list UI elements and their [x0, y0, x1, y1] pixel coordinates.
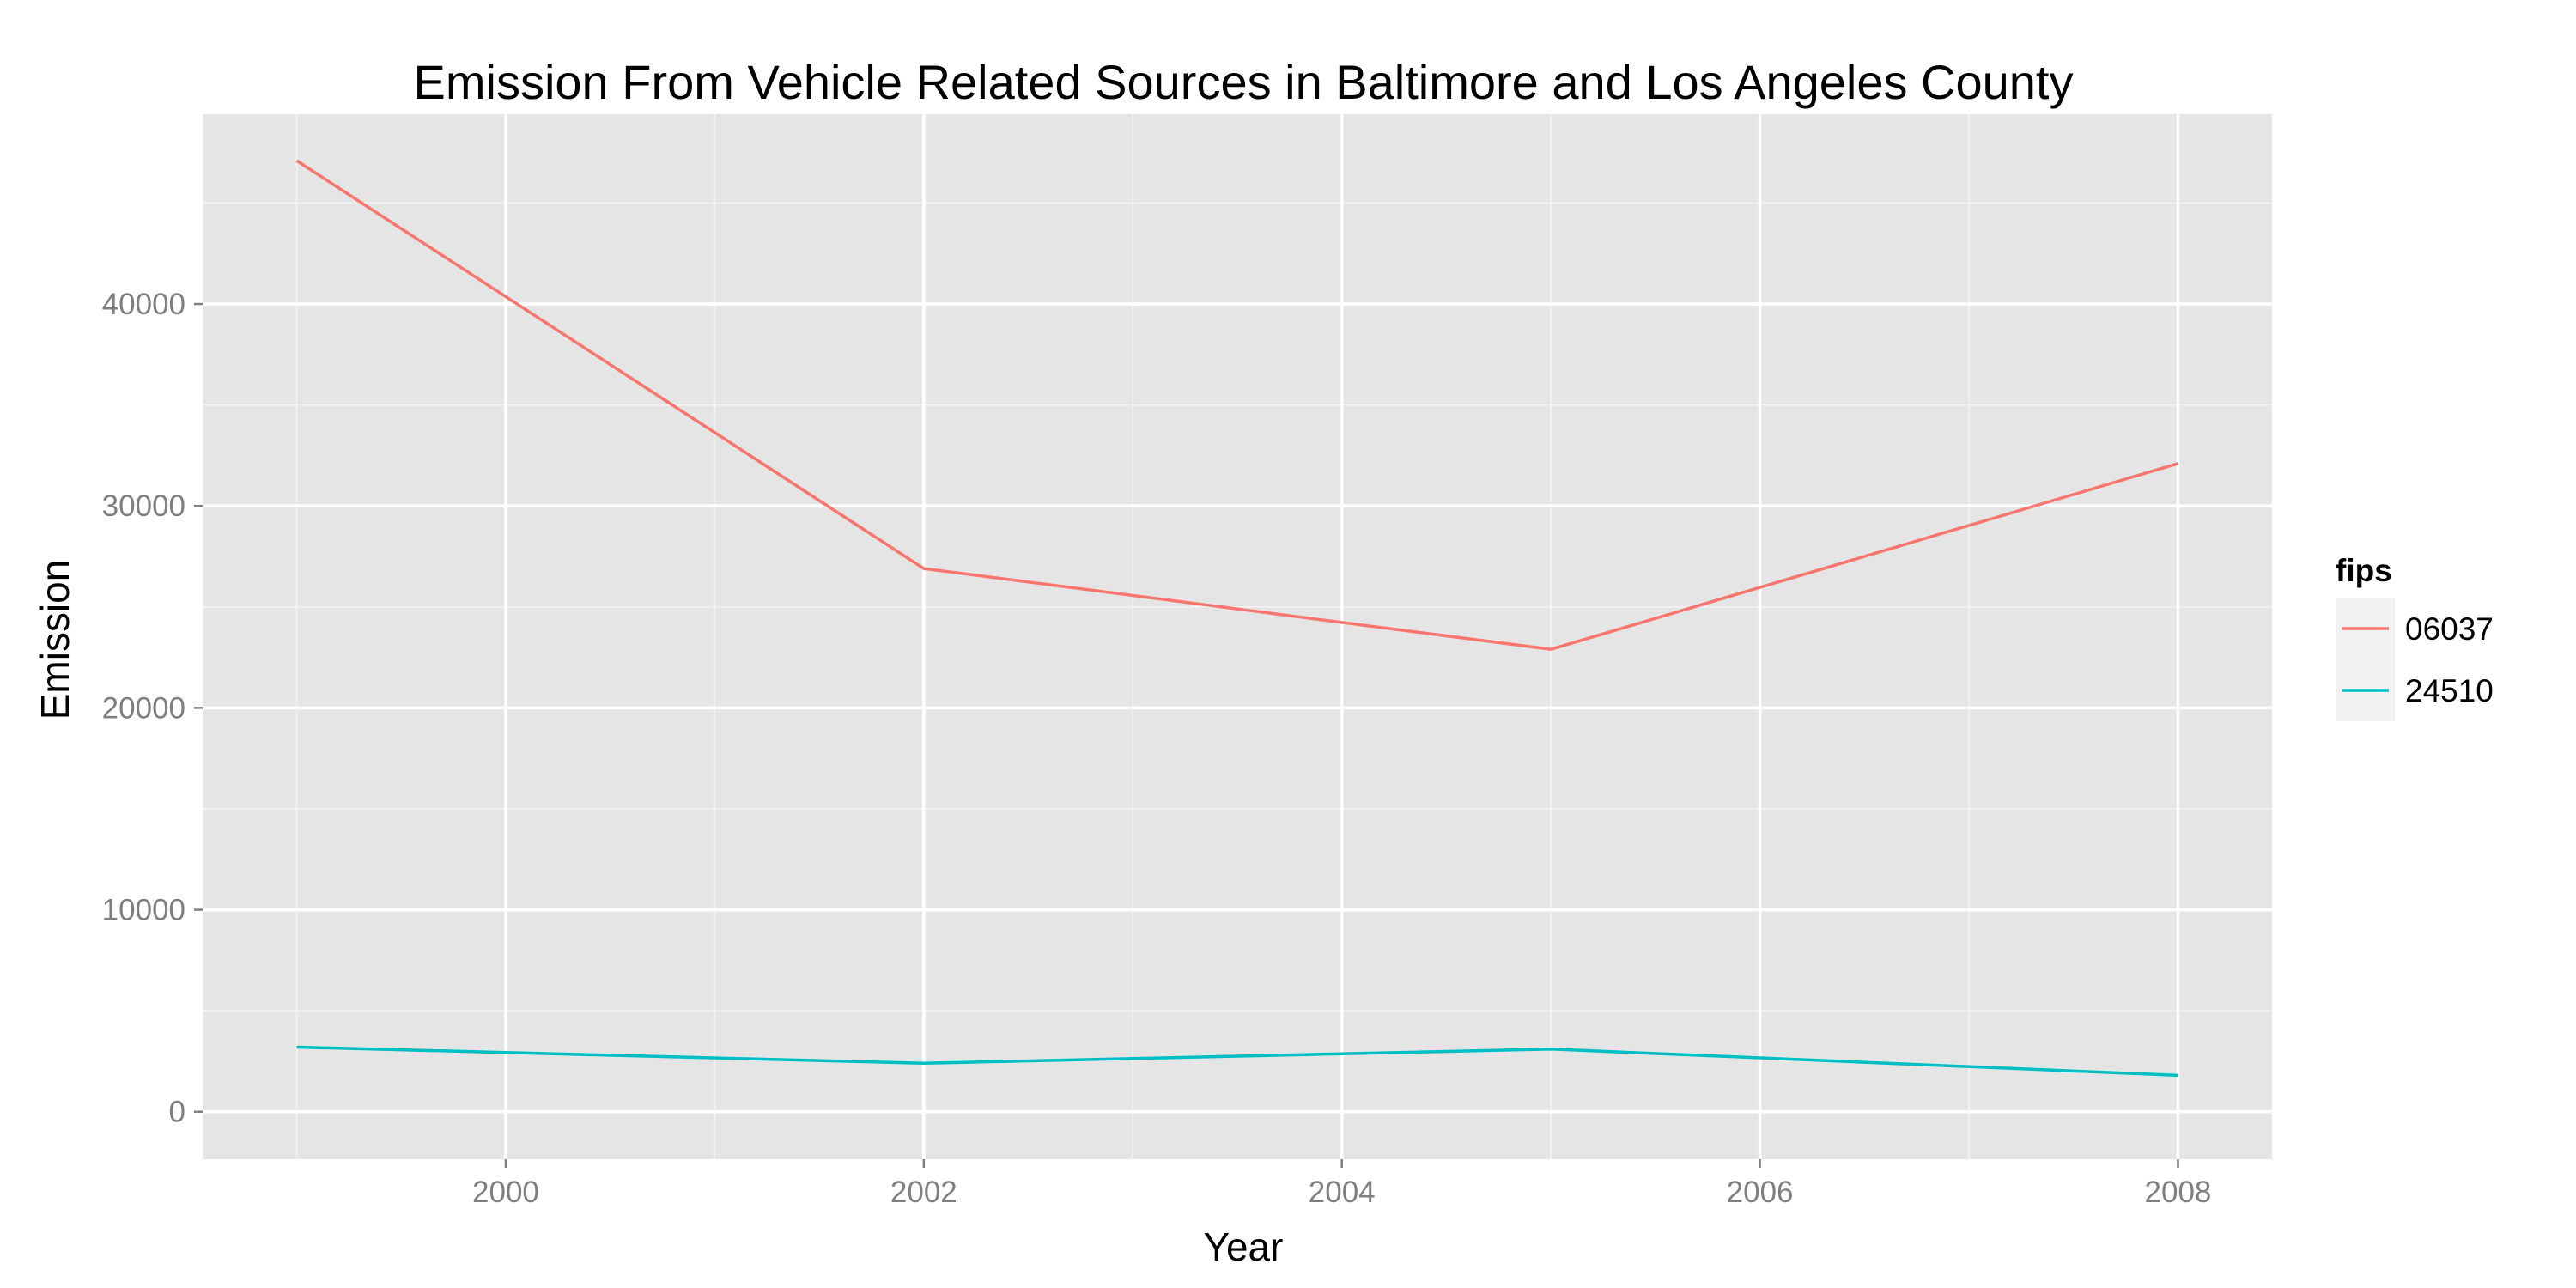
- major-gridlines: [203, 114, 2272, 1159]
- plot-panel: [203, 114, 2272, 1159]
- x-tick-label: 2000: [472, 1176, 539, 1209]
- y-tick-label: 20000: [102, 691, 185, 725]
- y-tick-label: 40000: [102, 288, 185, 321]
- y-tick-label: 0: [169, 1096, 185, 1129]
- y-tick-label: 30000: [102, 489, 185, 523]
- minor-gridlines: [203, 114, 2272, 1159]
- legend-label: 06037: [2405, 611, 2494, 647]
- x-tick-label: 2006: [1727, 1176, 1794, 1209]
- legend-label: 24510: [2405, 673, 2494, 708]
- x-tick-label: 2004: [1309, 1176, 1376, 1209]
- legend-title: fips: [2336, 553, 2392, 588]
- legend: fips 06037 24510: [2336, 553, 2494, 721]
- x-tick-label: 2008: [2145, 1176, 2212, 1209]
- legend-item: 06037: [2336, 598, 2494, 659]
- x-axis: 2000 2002 2004 2006 2008: [472, 1159, 2211, 1209]
- legend-item: 24510: [2336, 659, 2494, 721]
- x-tick-label: 2002: [890, 1176, 957, 1209]
- chart-title: Emission From Vehicle Related Sources in…: [414, 55, 2074, 109]
- legend-items: 06037 24510: [2336, 598, 2494, 721]
- series-lines: [295, 159, 2178, 1078]
- y-tick-label: 10000: [102, 894, 185, 927]
- x-axis-title: Year: [1204, 1224, 1284, 1269]
- y-axis-title: Emission: [33, 560, 77, 720]
- series-line-24510: [296, 1045, 2178, 1078]
- series-line-06037: [295, 159, 2178, 651]
- y-axis: 0 10000 20000 30000 40000: [102, 288, 203, 1129]
